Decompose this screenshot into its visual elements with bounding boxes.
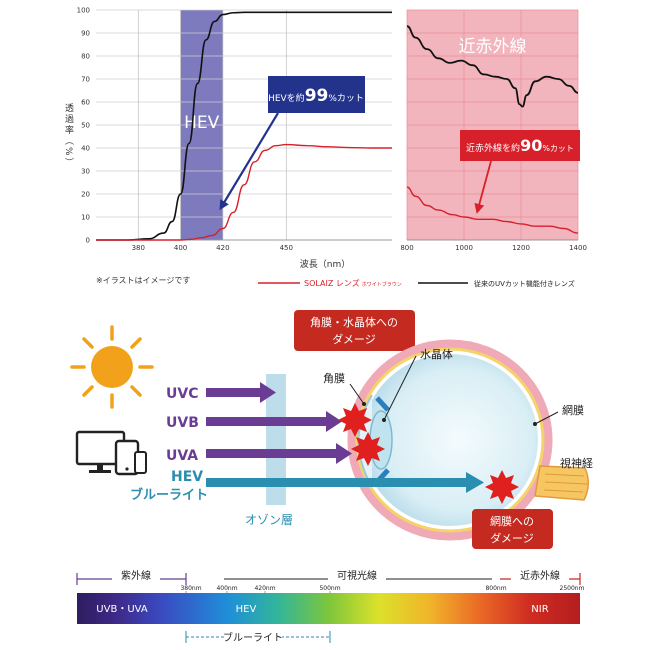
ray-label-uva: UVA: [166, 448, 198, 464]
y-tick-label: 10: [81, 214, 90, 222]
spectrum-segment-hev: HEV: [236, 604, 257, 615]
damage-burst-icons: [338, 403, 519, 504]
y-tick-label: 60: [81, 99, 90, 107]
ray-arrow-uvc: [206, 382, 276, 403]
sun-icon: [70, 325, 154, 409]
x-tick-label: 1400: [569, 244, 587, 252]
hev-band-label: HEV: [184, 113, 220, 133]
lens-leader: [383, 355, 417, 421]
hev-cut-callout: HEVを約99%カット: [219, 76, 365, 211]
burst-icon-lens: [351, 432, 385, 466]
ray-label-uvb: UVB: [166, 415, 199, 431]
solaiz-lens-nir-curve: [406, 186, 579, 234]
hev-callout-box: [268, 76, 365, 113]
lens-label: 水晶体: [420, 347, 453, 361]
y-tick-label: 80: [81, 53, 90, 61]
retina-damage-line1: 網膜への: [490, 514, 534, 528]
ray-arrow-hev: [206, 472, 484, 493]
ray-label-uvc: UVC: [166, 386, 198, 402]
cornea-damage-line1: 角膜・水晶体への: [310, 315, 398, 329]
y-tick-label: 90: [81, 30, 90, 38]
y-tick-label: 70: [81, 76, 90, 84]
optic-nerve-label: 視神経: [560, 456, 593, 470]
nir-band-label: 近赤外線: [459, 37, 527, 57]
retina-damage-line2: ダメージ: [490, 531, 533, 545]
ray-label-bluelight: ブルーライト: [130, 487, 208, 503]
x-axis-label: 波長（nm）: [300, 258, 350, 270]
burst-icon-retina: [485, 470, 519, 504]
y-axis-label: 透過率（%）: [63, 103, 74, 169]
cornea-damage-bg: [294, 310, 415, 351]
ozone-label: オゾン層: [245, 513, 293, 527]
chart1-gridlines: [96, 9, 392, 241]
chart2-x-tick-labels: 800 1000 1200 1400: [400, 244, 587, 252]
spectrum-tick-420: 420nm: [254, 585, 275, 592]
bluelight-range-label: ブルーライト: [223, 631, 283, 644]
spectrum-gradient: [77, 593, 580, 624]
legend: SOLAIZ レンズ ホワイトブラウン 従来のUVカット機能付きレンズ: [258, 278, 575, 288]
ozone-layer-bar: [266, 374, 286, 505]
nir-range-label: 近赤外線: [520, 569, 560, 582]
devices-icon: [75, 430, 147, 476]
cornea-leader: [349, 383, 365, 405]
ray-label-hev: HEV: [171, 469, 203, 485]
nir-callout-arrow: [474, 160, 492, 214]
y-tick-label: 50: [81, 122, 90, 130]
spectrum-tick-800: 800nm: [485, 585, 506, 592]
x-tick-label: 450: [280, 244, 293, 252]
nir-callout-box: [460, 130, 580, 161]
conventional-lens-curve: [96, 11, 392, 241]
x-tick-label: 1000: [455, 244, 473, 252]
spectrum-tick-2500: 2500nm: [560, 585, 585, 592]
spectrum-tick-500: 500nm: [319, 585, 340, 592]
retina-damage-box: 網膜への ダメージ: [472, 509, 553, 549]
hev-callout-arrow: [219, 112, 279, 211]
legend-conventional-label: 従来のUVカット機能付きレンズ: [474, 279, 575, 288]
burst-icon-cornea: [338, 403, 372, 437]
x-tick-label: 400: [174, 244, 187, 252]
eye-diagram: 角膜・水晶体への ダメージ: [70, 310, 593, 549]
chart1-y-tick-labels: 0 10 20 30 40 50 60 70 80 90 100: [77, 7, 90, 245]
ray-arrow-uva: [206, 443, 352, 464]
x-tick-label: 1200: [512, 244, 530, 252]
legend-solaiz-label: SOLAIZ レンズ ホワイトブラウン: [304, 278, 402, 288]
cornea-label: 角膜: [323, 372, 345, 385]
retina-damage-bg: [472, 509, 553, 549]
chart-near-infrared: 近赤外線 800 1000 1200 1400 近赤外線を約90%カット: [400, 9, 587, 252]
y-tick-label: 100: [77, 7, 90, 15]
y-tick-label: 20: [81, 191, 90, 199]
chart1-x-tick-labels: 380 400 420 450: [132, 244, 293, 252]
visible-range-label: 可視光線: [337, 569, 377, 582]
y-tick-label: 40: [81, 145, 90, 153]
spectrum-tick-380: 380nm: [180, 585, 201, 592]
x-tick-label: 800: [400, 244, 413, 252]
nir-cut-callout: 近赤外線を約90%カット: [460, 130, 580, 214]
footnote: ※イラストはイメージです: [96, 276, 190, 285]
y-axis-label-text: 透過率（%）: [63, 103, 74, 169]
hev-callout-text: HEVを約99%カット: [268, 86, 364, 106]
uv-range-label: 紫外線: [121, 569, 151, 582]
retina-leader: [534, 411, 559, 425]
solaiz-lens-curve: [96, 143, 392, 241]
cornea-lens-damage-box: 角膜・水晶体への ダメージ: [294, 310, 415, 351]
x-tick-label: 380: [132, 244, 145, 252]
retina-label: 網膜: [562, 403, 584, 417]
y-tick-label: 0: [86, 237, 90, 245]
spectrum-segment-nir: NIR: [531, 604, 548, 615]
cornea-damage-line2: ダメージ: [332, 332, 375, 346]
ray-arrow-uvb: [206, 411, 342, 432]
spectrum-bar: 紫外線 可視光線 近赤外線 380nm 400nm 420nm 500nm 80…: [76, 569, 585, 644]
nir-callout-text: 近赤外線を約90%カット: [466, 136, 574, 155]
x-tick-label: 420: [216, 244, 229, 252]
y-tick-label: 30: [81, 168, 90, 176]
spectrum-segment-uv: UVB・UVA: [96, 604, 148, 615]
eye-cross-section: [347, 339, 589, 541]
spectrum-tick-400: 400nm: [216, 585, 237, 592]
conventional-lens-nir-curve: [406, 25, 579, 108]
